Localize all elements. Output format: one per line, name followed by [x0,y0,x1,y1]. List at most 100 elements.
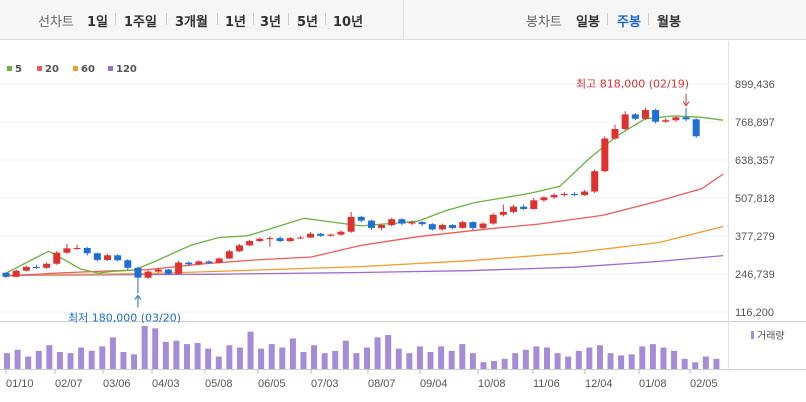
tab-1y[interactable]: 1년 [225,15,247,30]
x-tick-label: 07/03 [311,378,339,390]
tab-separator [166,13,167,25]
tab-3y[interactable]: 3년 [260,15,282,30]
candle-body [195,261,203,265]
tab-separator [253,13,254,25]
volume-bar [131,354,138,369]
chart-period-tabbar: 선차트 1일 1주일 3개월 1년 3년 5년 10년 봉차트 일봉 주봉 월봉 [0,0,806,40]
x-tick-label: 06/05 [258,378,286,390]
candle-body [469,222,477,228]
tab-separator [288,13,289,25]
volume-bar [459,344,466,369]
candle-body [296,237,304,239]
volume-bar [395,348,402,369]
tab-weekly[interactable]: 주봉 [617,15,641,30]
x-tick-label: 01/10 [6,378,34,390]
candle-body [591,171,599,192]
volume-bar [565,356,572,369]
volume-bar [607,353,614,369]
volume-bar [194,342,201,369]
volume-bar [374,337,381,369]
tab-10y[interactable]: 10년 [333,15,364,30]
tab-3m[interactable]: 3개월 [175,15,208,30]
candle-body [134,267,142,278]
x-tick-label: 11/06 [533,378,560,390]
tab-5y[interactable]: 5년 [297,15,319,30]
candle-body [459,222,467,228]
volume-bar [649,344,656,369]
volume-bar [628,354,635,369]
volume-bar [469,353,476,369]
volume-bar [78,347,85,369]
candle-body [357,216,365,221]
volume-bar [713,358,720,369]
candle-body [631,114,639,119]
candle-body [114,255,122,261]
volume-bar [311,345,318,369]
candle-body [256,238,264,242]
high-arrow-head [682,101,690,107]
candle-body [154,269,162,272]
volume-bar [660,347,667,369]
candle-body [499,211,507,215]
y-tick-label: 116,200 [735,307,774,319]
volume-bar [618,355,625,369]
volume-bar [427,352,434,369]
candle-body [246,241,254,246]
volume-bar [173,340,180,369]
candle-body [621,114,629,129]
x-tick-label: 10/08 [478,378,506,390]
candle-chart-label: 봉차트 [526,15,562,30]
volume-bar [268,344,275,369]
legend-label: 20 [45,64,59,75]
ma60-line [5,225,724,276]
candle-body [276,238,284,242]
volume-bar [491,361,498,369]
candle-body [347,216,355,232]
candle-body [93,253,101,260]
volume-bar [99,346,106,369]
x-tick-label: 05/08 [205,378,233,390]
candle-body [692,119,700,137]
low-annotation: 최저 180,000 (03/20) [68,311,181,324]
candle-body [652,110,660,122]
candle-body [560,193,568,196]
low-arrow-head [134,294,142,300]
candle-body [164,269,172,274]
volume-bar [321,353,328,369]
candle-body [235,245,243,252]
candle-body [12,270,20,277]
legend-swatch [37,66,42,71]
candle-body [205,261,213,263]
volume-bar [236,347,243,369]
tab-daily[interactable]: 일봉 [576,15,600,30]
volume-bar [25,356,32,369]
volume-bar [215,356,222,369]
x-tick-label: 09/04 [420,378,448,390]
candle-body [337,231,345,235]
tab-separator [325,13,326,25]
x-tick-label: 01/08 [639,378,667,390]
x-tick-label: 02/07 [55,378,83,390]
tab-1w[interactable]: 1주일 [124,15,157,30]
volume-bar [226,345,233,369]
candle-body [185,262,193,265]
tab-monthly[interactable]: 월봉 [657,15,681,30]
volume-bar [385,335,392,369]
tab-1d[interactable]: 1일 [87,15,109,30]
volume-bar [4,353,10,369]
volume-bar [88,350,95,369]
y-tick-label: 377,279 [735,231,775,243]
candle-body [641,110,649,119]
candle-body [53,252,61,264]
volume-bar [596,345,603,369]
volume-bar [152,328,159,369]
legend-label: 60 [81,64,95,75]
candle-body [43,263,51,268]
y-tick-label: 768,897 [735,117,775,129]
legend-swatch [108,66,113,71]
volume-bar [67,353,74,369]
candle-body [438,225,446,230]
candle-body [672,117,680,121]
candle-body [144,271,152,278]
